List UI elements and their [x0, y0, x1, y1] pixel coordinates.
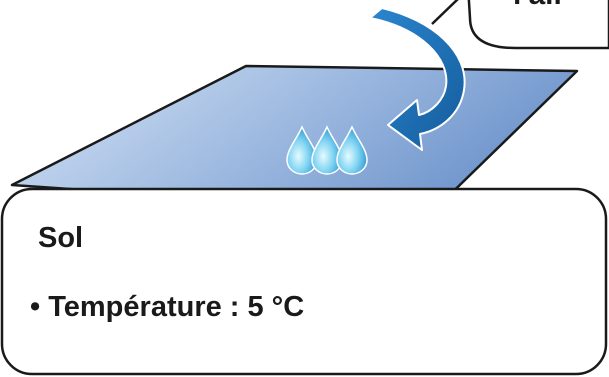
ground-callout-temperature: • Température : 5 °C: [30, 291, 304, 323]
air-callout-box: [467, 0, 609, 50]
air-callout: l'air: [431, 0, 609, 50]
ground-callout-title: Sol: [38, 222, 83, 254]
curved-arrow-icon: [369, 7, 466, 151]
air-callout-tail: [431, 0, 459, 25]
water-drop-icon: [336, 125, 368, 175]
air-callout-label: l'air: [513, 0, 565, 11]
ground-callout: Sol • Température : 5 °C: [0, 187, 608, 376]
ground-callout-box: [0, 187, 608, 376]
water-drops: [286, 125, 368, 175]
